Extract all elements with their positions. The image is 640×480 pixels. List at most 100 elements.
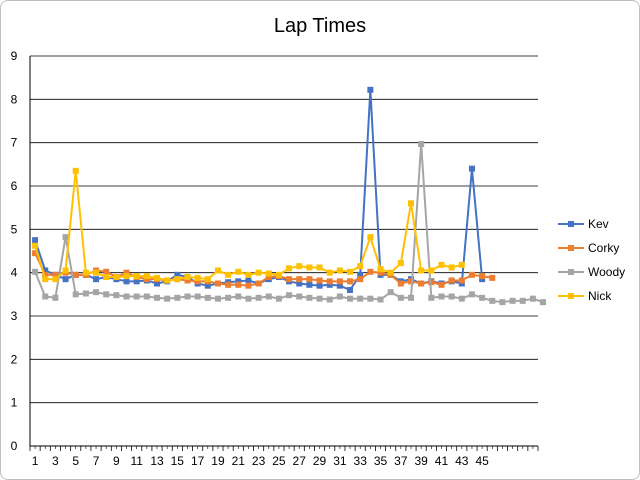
data-point	[235, 281, 242, 288]
data-point	[62, 234, 69, 241]
data-point	[448, 264, 455, 271]
y-tick-label: 3	[11, 309, 18, 323]
data-point	[428, 279, 435, 286]
data-point	[326, 278, 333, 285]
data-point	[62, 267, 69, 274]
data-point	[32, 237, 39, 244]
data-point	[347, 268, 354, 275]
data-point	[296, 280, 303, 287]
y-axis-tick-labels: 0 1 2 3 4 5 6 7 8 9	[11, 49, 18, 453]
data-point	[489, 297, 496, 304]
data-point	[164, 277, 171, 284]
data-point	[225, 271, 232, 278]
data-point	[143, 293, 150, 300]
series-group	[32, 86, 547, 306]
gridlines	[30, 55, 538, 447]
data-point	[347, 278, 354, 285]
data-point	[326, 269, 333, 276]
data-point	[519, 297, 526, 304]
legend-item-woody: Woody	[558, 265, 625, 279]
data-point	[225, 281, 232, 288]
data-point	[275, 271, 282, 278]
x-tick-label: 7	[93, 454, 100, 468]
data-point	[123, 269, 130, 276]
data-point	[448, 277, 455, 284]
data-point	[123, 273, 130, 280]
x-axis: 1 3 5 7 9 11 13 15 17 19 21 23 25 27 29 31 33 35 37 39 41 43 4…	[29, 56, 539, 468]
data-point	[184, 274, 191, 280]
x-tick-label: 9	[113, 454, 120, 468]
series-line	[34, 169, 463, 282]
data-point	[174, 271, 181, 278]
x-tick-label: 33	[354, 454, 368, 468]
data-point	[265, 274, 272, 280]
data-point	[316, 264, 323, 271]
data-point	[377, 269, 384, 276]
chart-title: Lap Times	[274, 15, 366, 37]
data-point	[357, 276, 364, 283]
legend-marker	[568, 221, 574, 227]
data-point	[357, 263, 364, 270]
data-point	[93, 289, 100, 296]
x-tick-label: 23	[252, 454, 266, 468]
data-point	[306, 276, 313, 283]
data-point	[255, 280, 262, 287]
data-point	[255, 269, 262, 276]
data-point	[428, 294, 435, 301]
data-point	[408, 294, 414, 301]
data-point	[458, 295, 465, 302]
legend-marker	[568, 269, 574, 275]
data-point	[418, 280, 425, 287]
data-point	[123, 278, 130, 285]
data-point	[113, 274, 120, 280]
data-point	[387, 269, 394, 276]
data-point	[479, 273, 486, 280]
data-point	[336, 267, 343, 274]
data-point	[397, 260, 404, 267]
x-tick-label: 15	[171, 454, 185, 468]
data-point	[72, 291, 79, 298]
data-point	[397, 294, 404, 301]
data-point	[123, 293, 130, 300]
y-tick-label: 4	[11, 266, 18, 280]
data-point	[367, 295, 374, 302]
data-point	[326, 296, 333, 303]
x-tick-label: 1	[32, 454, 39, 468]
data-point	[82, 269, 89, 276]
data-point	[204, 294, 211, 301]
data-point	[479, 276, 486, 283]
data-point	[275, 295, 282, 302]
x-tick-label: 17	[191, 454, 205, 468]
y-tick-label: 0	[11, 439, 18, 453]
data-point	[174, 276, 181, 283]
data-point	[509, 297, 516, 304]
data-point	[143, 276, 150, 283]
legend-item-nick: Nick	[558, 289, 612, 303]
data-point	[336, 282, 343, 289]
x-tick-label: 37	[394, 454, 408, 468]
legend-marker	[568, 293, 574, 299]
data-point	[438, 293, 445, 300]
x-tick-label: 39	[414, 454, 428, 468]
data-point	[154, 274, 160, 281]
data-point	[418, 267, 425, 274]
data-point	[194, 278, 201, 285]
y-tick-label: 7	[11, 136, 18, 150]
data-point	[42, 276, 49, 283]
legend-label: Kev	[588, 217, 609, 231]
data-point	[377, 296, 384, 303]
data-point	[42, 267, 49, 274]
data-point	[357, 271, 364, 278]
y-tick-label: 2	[11, 352, 18, 366]
data-point	[214, 267, 221, 274]
x-tick-label: 31	[333, 454, 347, 468]
data-point	[306, 281, 313, 288]
data-point	[448, 293, 455, 300]
data-point	[438, 281, 445, 288]
data-point	[245, 295, 252, 302]
data-point	[245, 271, 252, 278]
data-point	[316, 277, 323, 284]
data-point	[468, 271, 475, 278]
data-point	[133, 278, 140, 285]
